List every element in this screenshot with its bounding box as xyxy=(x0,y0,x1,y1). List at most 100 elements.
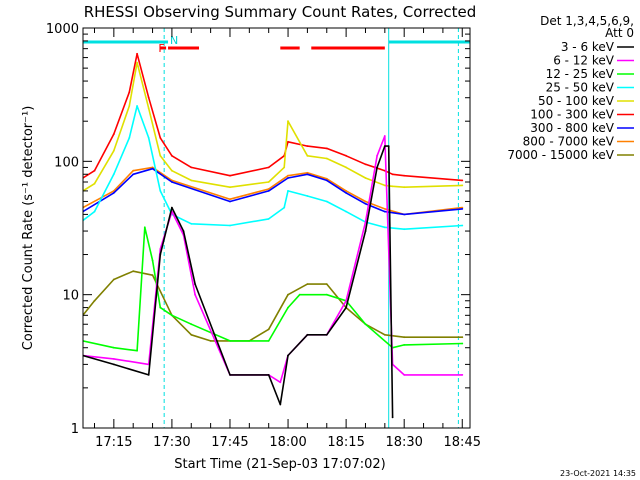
series-8-point-10 xyxy=(287,293,289,296)
series-3-point-3 xyxy=(128,137,131,139)
series-7-point-12 xyxy=(383,208,386,210)
series-5-point-19 xyxy=(403,174,406,177)
series-6-point-8 xyxy=(306,173,309,176)
series-5-point-8 xyxy=(190,166,193,169)
x-tick-label-2: 17:45 xyxy=(211,435,248,450)
series-1-point-16 xyxy=(383,135,386,137)
series-0-point-1 xyxy=(112,363,115,366)
series-1-point-18 xyxy=(403,374,406,376)
series-5-point-3 xyxy=(128,91,131,94)
series-4-point-4 xyxy=(136,61,139,64)
x-tick-label-1: 17:30 xyxy=(153,435,190,450)
axis-ticks: 1 10 100 1000 17:15 17:30 17:45 18:00 18:15 18:30… xyxy=(46,22,481,450)
series-5-point-9 xyxy=(229,174,231,177)
series-3-point-9 xyxy=(229,224,231,227)
series-0-point-14 xyxy=(364,230,367,233)
series-8-point-9 xyxy=(267,328,270,331)
observing-overlay: FN xyxy=(83,28,470,428)
series-6-point-7 xyxy=(287,177,289,179)
x-tick-label-0: 17:15 xyxy=(95,435,132,450)
series-4-point-10 xyxy=(267,181,270,183)
series-7-point-7 xyxy=(287,174,289,177)
y-tick-label-2: 100 xyxy=(54,155,79,170)
series-line-1 xyxy=(83,135,463,384)
series-7-point-11 xyxy=(364,200,367,203)
series-8-point-6 xyxy=(190,333,193,336)
series-2-point-6 xyxy=(171,314,173,317)
series-0-point-3 xyxy=(159,253,162,256)
legend-label-3: 25 - 50 keV xyxy=(546,81,615,95)
series-7-point-2 xyxy=(132,169,135,172)
series-3-point-10 xyxy=(267,218,270,220)
series-2-point-1 xyxy=(112,346,115,349)
series-4-point-8 xyxy=(190,179,193,182)
legend-label-2: 12 - 25 keV xyxy=(546,67,615,81)
series-8-point-12 xyxy=(325,283,328,285)
series-4-point-17 xyxy=(383,184,386,187)
series-6-point-2 xyxy=(132,173,135,176)
series-4-point-11 xyxy=(283,166,286,169)
series-7-point-14 xyxy=(461,206,464,209)
series-2-point-11 xyxy=(298,293,301,296)
series-4-point-16 xyxy=(364,177,367,179)
series-0-point-9 xyxy=(279,403,282,406)
series-1-point-15 xyxy=(376,154,378,157)
x-tick-label-3: 18:00 xyxy=(269,435,306,450)
series-2-point-5 xyxy=(159,306,162,309)
series-3-point-18 xyxy=(403,228,406,231)
legend-header-line-2: Att 0 xyxy=(605,26,634,40)
series-3-point-1 xyxy=(93,210,96,213)
series-1-point-13 xyxy=(345,299,347,302)
series-1-point-14 xyxy=(364,221,367,224)
legend-label-8: 7000 - 15000 keV xyxy=(507,148,614,162)
series-8-point-11 xyxy=(306,283,309,285)
series-3-point-4 xyxy=(136,105,139,107)
series-2-point-3 xyxy=(143,226,146,229)
series-4-point-1 xyxy=(93,182,96,185)
series-5-point-20 xyxy=(461,179,464,182)
series-0-point-13 xyxy=(345,306,347,309)
series-4-point-19 xyxy=(403,186,406,189)
series-3-point-12 xyxy=(287,190,289,192)
series-0-point-8 xyxy=(267,374,270,376)
series-0-point-7 xyxy=(229,374,231,376)
series-5-point-1 xyxy=(93,169,96,172)
series-5-point-14 xyxy=(325,147,328,150)
series-4-point-18 xyxy=(391,185,394,188)
series-8-point-4 xyxy=(151,274,154,277)
series-0-point-10 xyxy=(287,354,289,357)
series-2-point-2 xyxy=(136,349,139,352)
series-4-point-6 xyxy=(159,154,162,157)
legend-label-6: 300 - 800 keV xyxy=(530,121,614,135)
x-tick-label-5: 18:30 xyxy=(385,435,422,450)
legend-label-4: 50 - 100 keV xyxy=(538,94,615,108)
series-0-point-4 xyxy=(171,206,173,209)
series-7-point-1 xyxy=(112,190,115,192)
series-3-point-17 xyxy=(383,226,386,229)
series-7-point-9 xyxy=(325,177,328,180)
y-tick-label-3: 1000 xyxy=(46,22,79,37)
series-1-point-6 xyxy=(194,293,197,296)
series-5-point-12 xyxy=(287,140,289,143)
series-6-point-1 xyxy=(112,192,115,194)
series-2-point-16 xyxy=(403,344,406,346)
series-4-point-9 xyxy=(229,186,231,189)
series-4-point-13 xyxy=(306,154,309,157)
series-0-point-16 xyxy=(383,145,386,148)
legend-label-7: 800 - 7000 keV xyxy=(523,135,615,149)
x-axis-label: Start Time (21-Sep-03 17:07:02) xyxy=(174,457,385,472)
series-6-point-10 xyxy=(345,192,347,194)
series-4-point-14 xyxy=(325,157,328,160)
series-1-point-9 xyxy=(279,381,282,384)
legend-label-0: 3 - 6 keV xyxy=(561,40,615,54)
series-3-point-2 xyxy=(112,173,115,176)
series-5-point-13 xyxy=(306,145,309,148)
series-0-point-15 xyxy=(376,166,378,169)
series-1-point-1 xyxy=(112,358,115,360)
series-5-point-4 xyxy=(136,52,139,55)
series-5-point-10 xyxy=(267,166,270,169)
series-3-point-6 xyxy=(159,190,162,192)
series-3-point-5 xyxy=(147,137,150,139)
